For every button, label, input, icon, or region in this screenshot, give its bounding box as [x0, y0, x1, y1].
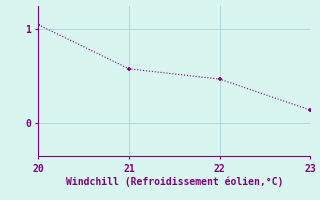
X-axis label: Windchill (Refroidissement éolien,°C): Windchill (Refroidissement éolien,°C)	[66, 176, 283, 187]
